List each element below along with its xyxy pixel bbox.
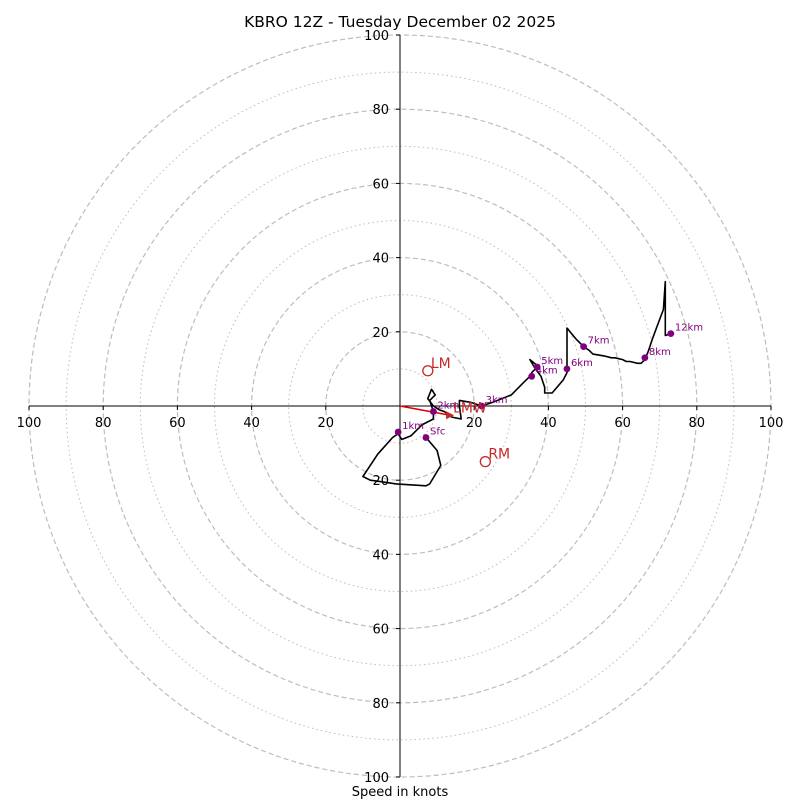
height-marker-dot (528, 372, 536, 380)
storm-motions: LM RM LMW (422, 356, 510, 468)
height-marker-label: 12km (675, 323, 703, 334)
storm-motion-label: LM (431, 356, 451, 372)
height-marker-dot (580, 343, 588, 351)
tick-label-bottom: 60 (372, 623, 389, 638)
height-marker-label: 1km (402, 421, 424, 432)
tick-label-top: 100 (364, 29, 389, 44)
chart-title: KBRO 12Z - Tuesday December 02 2025 (244, 13, 556, 31)
storm-motion-label: RM (488, 447, 510, 463)
hodograph-trace (362, 280, 672, 487)
height-marker-dot (422, 434, 430, 441)
height-marker-dot (641, 354, 649, 362)
tick-label-bottom: 100 (364, 771, 389, 786)
height-marker-dot (478, 402, 486, 410)
height-marker-dot (429, 408, 437, 415)
tick-label-top: 40 (372, 252, 389, 267)
height-marker-dot (563, 365, 571, 373)
tick-label-right: 100 (759, 416, 784, 431)
height-marker-label: 2km (437, 401, 459, 412)
tick-label-left: 40 (243, 416, 260, 431)
tick-label-top: 80 (372, 103, 389, 118)
storm-motion-marker (422, 365, 434, 377)
tick-label-left: 100 (17, 416, 42, 431)
height-marker-label: Sfc (430, 427, 445, 438)
height-marker-dot (533, 363, 541, 371)
tick-label-left: 20 (318, 416, 335, 431)
tick-label-top: 60 (372, 177, 389, 192)
storm-motion-marker (479, 455, 491, 468)
height-marker-dot (394, 428, 402, 436)
tick-label-right: 60 (614, 416, 631, 431)
shear-vector (399, 405, 451, 417)
height-marker-label: 4km (536, 365, 558, 376)
storm-motion-marker (446, 411, 455, 420)
height-marker-label: 5km (541, 356, 563, 367)
tick-label-right: 20 (466, 416, 483, 431)
tick-label-left: 60 (169, 416, 186, 431)
storm-motion-label: LMW (453, 400, 487, 416)
height-marker-label: 3km (486, 395, 508, 406)
tick-label-right: 40 (540, 416, 557, 431)
shear-line (399, 405, 451, 417)
x-axis-label: Speed in knots (352, 785, 449, 800)
tick-label-bottom: 80 (372, 697, 389, 712)
height-marker-label: 8km (649, 347, 671, 358)
height-marker-dot (667, 330, 675, 338)
tick-label-left: 80 (95, 416, 112, 431)
tick-label-bottom: 40 (372, 548, 389, 563)
hodograph-line (362, 280, 672, 487)
tick-label-top: 20 (372, 326, 389, 341)
tick-label-right: 80 (689, 416, 706, 431)
height-marker-label: 6km (571, 358, 593, 369)
height-marker-label: 7km (588, 336, 610, 347)
